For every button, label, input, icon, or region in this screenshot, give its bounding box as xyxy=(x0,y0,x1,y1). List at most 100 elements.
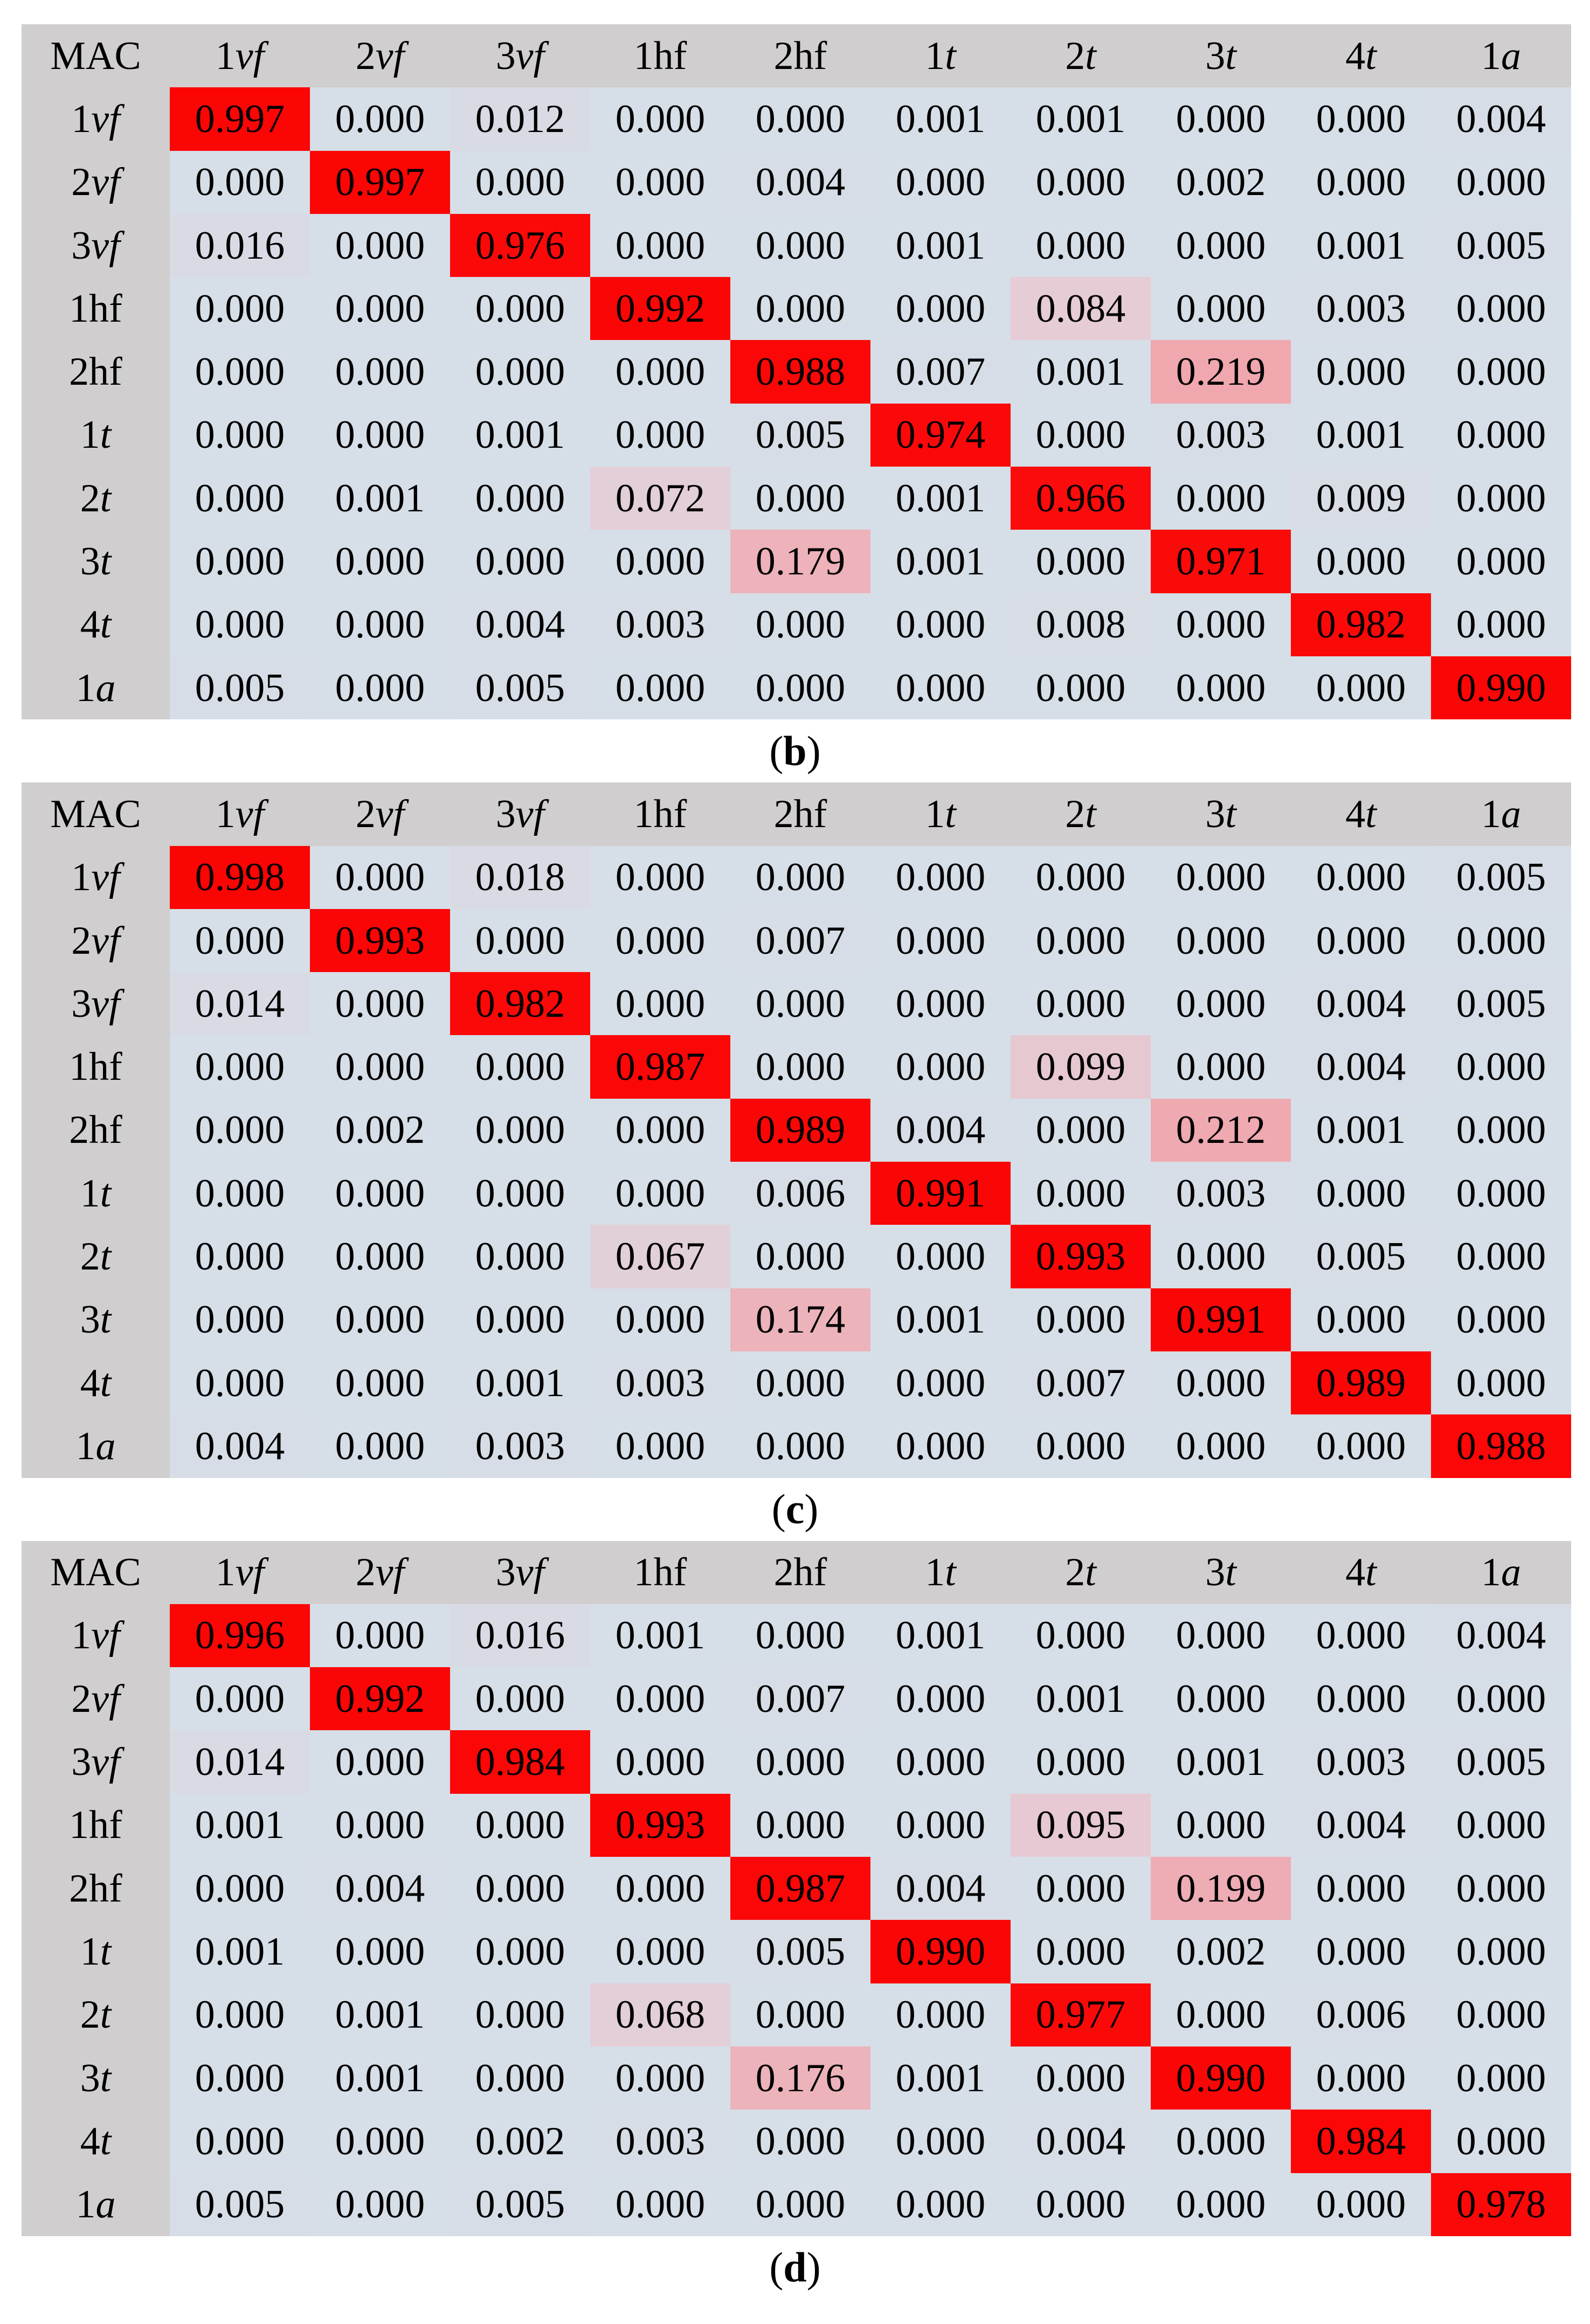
matrix-cell: 0.000 xyxy=(170,2046,310,2110)
label-suffix: hf xyxy=(89,1803,122,1848)
matrix-cell: 0.000 xyxy=(1011,1414,1151,1478)
matrix-cell: 0.000 xyxy=(1431,1288,1571,1351)
matrix-cell: 0.000 xyxy=(310,1730,450,1794)
matrix-cell: 0.997 xyxy=(170,87,310,151)
matrix-cell: 0.000 xyxy=(590,845,730,909)
label-suffix: hf xyxy=(653,33,687,78)
matrix-cell: 0.000 xyxy=(170,1162,310,1225)
matrix-cell: 0.000 xyxy=(1011,1604,1151,1668)
label-suffix: t xyxy=(1365,1550,1377,1595)
matrix-cell: 0.004 xyxy=(870,1098,1011,1162)
matrix-cell: 0.001 xyxy=(870,213,1011,278)
label-suffix: t xyxy=(1225,1550,1236,1595)
label-number: 2 xyxy=(69,1108,89,1153)
label-suffix: t xyxy=(1085,792,1096,836)
label-suffix: vf xyxy=(375,33,405,78)
matrix-cell: 0.000 xyxy=(170,1857,310,1920)
label-number: 1 xyxy=(925,1550,945,1595)
label-suffix: t xyxy=(1085,1550,1096,1595)
label-number: 1 xyxy=(633,1550,654,1595)
label-suffix: t xyxy=(100,2056,112,2100)
matrix-cell: 0.000 xyxy=(870,277,1011,341)
matrix-cell: 0.005 xyxy=(1431,213,1571,278)
column-header-1vf: 1 vf xyxy=(170,782,310,846)
label-suffix: vf xyxy=(91,223,120,268)
matrix-cell: 0.179 xyxy=(730,530,870,593)
label-number: 2 xyxy=(1065,792,1086,836)
label-number: 1 xyxy=(1481,792,1501,836)
label-number: 4 xyxy=(80,1361,100,1405)
matrix-cell: 0.000 xyxy=(1431,1857,1571,1920)
matrix-cell: 0.000 xyxy=(1151,213,1291,278)
matrix-cell: 0.001 xyxy=(450,1351,590,1415)
matrix-cell: 0.000 xyxy=(1431,1793,1571,1857)
matrix-cell: 0.991 xyxy=(1151,1288,1291,1351)
matrix-cell: 0.000 xyxy=(590,1162,730,1225)
corner-header: MAC xyxy=(22,1541,170,1604)
matrix-cell: 0.005 xyxy=(1431,972,1571,1036)
matrix-cell: 0.000 xyxy=(1151,593,1291,656)
matrix-cell: 0.000 xyxy=(450,2046,590,2110)
matrix-cell: 0.003 xyxy=(450,1414,590,1478)
label-number: 3 xyxy=(80,2056,100,2100)
matrix-cell: 0.000 xyxy=(870,1793,1011,1857)
matrix-cell: 0.095 xyxy=(1011,1793,1151,1857)
matrix-cell: 0.000 xyxy=(870,1351,1011,1415)
matrix-cell: 0.000 xyxy=(1431,403,1571,467)
matrix-cell: 0.001 xyxy=(310,1983,450,2046)
label-number: 2 xyxy=(355,792,376,836)
label-number: 3 xyxy=(495,1550,516,1595)
matrix-cell: 0.000 xyxy=(730,1225,870,1288)
matrix-cell: 0.000 xyxy=(450,1667,590,1731)
label-suffix: t xyxy=(945,33,956,78)
matrix-cell: 0.000 xyxy=(170,150,310,214)
matrix-cell: 0.005 xyxy=(450,2173,590,2236)
matrix-cell: 0.000 xyxy=(310,213,450,278)
matrix-cell: 0.000 xyxy=(1291,150,1431,214)
label-suffix: vf xyxy=(91,1740,120,1785)
matrix-cell: 0.000 xyxy=(590,150,730,214)
matrix-cell: 0.000 xyxy=(450,467,590,530)
matrix-cell: 0.000 xyxy=(1011,972,1151,1036)
matrix-cell: 0.000 xyxy=(1431,2110,1571,2173)
matrix-cell: 0.000 xyxy=(1291,2173,1431,2236)
column-header-2hf: 2 hf xyxy=(730,24,870,88)
figure-caption-b: (b) xyxy=(0,719,1590,782)
label-suffix: vf xyxy=(91,160,120,205)
corner-header: MAC xyxy=(22,782,170,846)
matrix-cell: 0.998 xyxy=(170,845,310,909)
matrix-cell: 0.014 xyxy=(170,1730,310,1794)
matrix-cell: 0.099 xyxy=(1011,1035,1151,1099)
row-label-3vf: 3 vf xyxy=(22,972,170,1036)
matrix-cell: 0.001 xyxy=(870,530,1011,593)
label-suffix: hf xyxy=(793,792,827,836)
matrix-cell: 0.000 xyxy=(1431,1162,1571,1225)
label-suffix: a xyxy=(95,665,116,710)
label-number: 2 xyxy=(773,792,794,836)
matrix-cell: 0.001 xyxy=(1011,87,1151,151)
label-suffix: a xyxy=(1501,1550,1521,1595)
row-label-1hf: 1 hf xyxy=(22,1793,170,1857)
caption-paren-open: ( xyxy=(769,727,784,774)
matrix-cell: 0.000 xyxy=(870,150,1011,214)
matrix-cell: 0.002 xyxy=(1151,150,1291,214)
label-number: 1 xyxy=(633,792,654,836)
matrix-cell: 0.000 xyxy=(450,1857,590,1920)
matrix-cell: 0.000 xyxy=(450,1920,590,1983)
matrix-cell: 0.989 xyxy=(1291,1351,1431,1415)
label-number: 3 xyxy=(71,223,92,268)
label-number: 2 xyxy=(71,1676,92,1721)
label-suffix: t xyxy=(100,1171,112,1216)
matrix-cell: 0.003 xyxy=(590,1351,730,1415)
matrix-cell: 0.000 xyxy=(450,1225,590,1288)
matrix-cell: 0.000 xyxy=(870,1225,1011,1288)
